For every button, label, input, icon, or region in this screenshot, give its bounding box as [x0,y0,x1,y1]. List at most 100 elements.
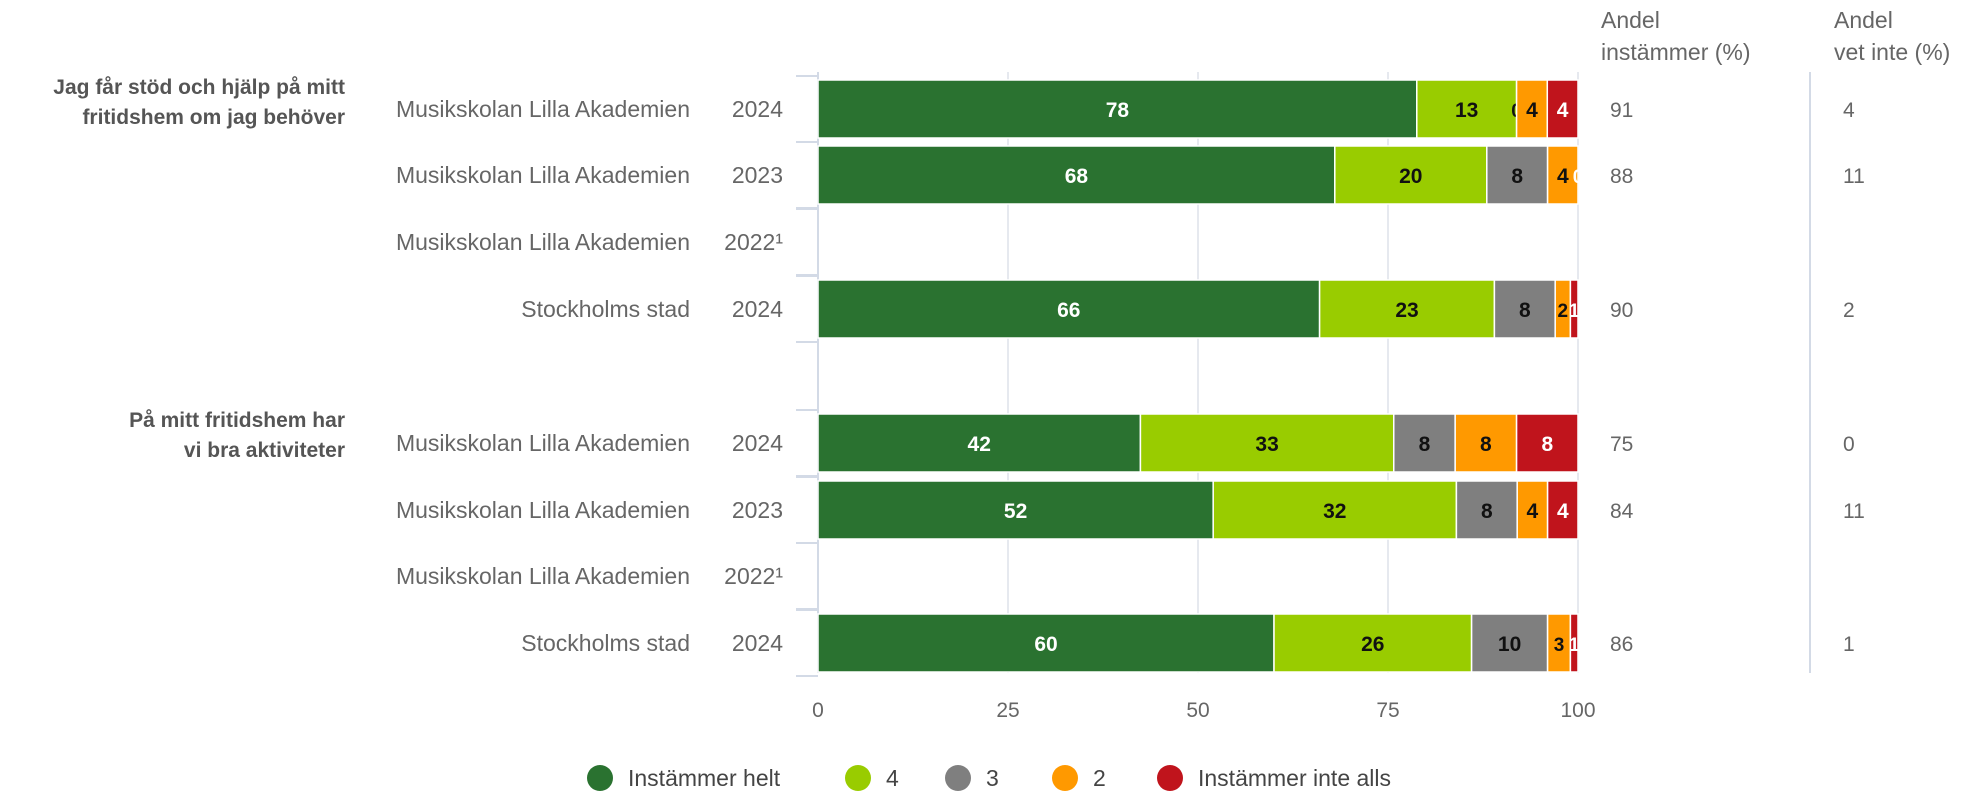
bar-segment [1569,279,1579,339]
legend-marker [945,765,971,791]
bar-segment [1493,279,1556,339]
data-label: 3 [1554,635,1565,656]
value-instammer: 90 [1610,299,1633,322]
row-label: Stockholms stad [521,296,690,322]
legend-marker [587,765,613,791]
data-label: 13 [1455,99,1478,122]
data-label: 26 [1361,633,1384,656]
data-label: 60 [1034,633,1057,656]
value-vet-inte: 4 [1843,99,1855,122]
data-label: 1 [1569,301,1580,322]
data-label: 23 [1395,299,1418,322]
data-label: 52 [1004,500,1027,523]
value-instammer: 88 [1610,165,1633,188]
value-instammer: 75 [1610,433,1633,456]
x-tick-label: 75 [1376,699,1399,722]
x-tick-label: 0 [812,699,824,722]
bar-segment [1455,480,1518,540]
column-header-instammer-line2: instämmer (%) [1601,39,1751,65]
data-label: 20 [1399,165,1422,188]
bar-segment [1393,413,1456,473]
row-label: Musikskolan Lilla Akademien [396,430,690,456]
row-label: Stockholms stad [521,630,690,656]
data-label: 8 [1541,433,1553,456]
legend-label: 2 [1093,765,1106,791]
bar-segment [817,145,1336,205]
row-label: Musikskolan Lilla Akademien [396,96,690,122]
question-label: Jag får stöd och hjälp på mitt [53,76,345,99]
data-label: 1 [1569,635,1580,656]
row-label: Musikskolan Lilla Akademien [396,162,690,188]
value-vet-inte: 11 [1843,165,1865,188]
bar-segment [1486,145,1549,205]
data-label: 68 [1065,165,1089,188]
row-year: 2022¹ [724,563,783,589]
legend-marker [845,765,871,791]
row-year: 2023 [732,162,783,188]
data-label: 78 [1106,99,1130,122]
bar-segment [1569,613,1579,673]
data-label: 66 [1057,299,1080,322]
column-header-instammer-line1: Andel [1601,7,1660,33]
bar-segment [1416,79,1518,139]
value-vet-inte: 2 [1843,299,1855,322]
data-label: 42 [968,433,991,456]
row-year: 2023 [732,497,783,523]
data-label: 10 [1498,633,1521,656]
legend-marker [1052,765,1078,791]
question-label: På mitt fritidshem har [129,409,345,432]
bar-segment [1139,413,1395,473]
row-year: 2024 [732,96,783,122]
row-label: Musikskolan Lilla Akademien [396,229,690,255]
legend-label: 4 [886,765,899,791]
value-vet-inte: 1 [1843,633,1855,656]
value-instammer: 86 [1610,633,1633,656]
bar-segment [1546,480,1579,540]
data-label: 4 [1527,500,1539,523]
bar-segment [1546,79,1579,139]
bar-segment [1516,480,1549,540]
data-label: 2 [1558,301,1569,322]
x-tick-label: 25 [996,699,1019,722]
data-label: 32 [1323,500,1346,523]
value-vet-inte: 11 [1843,500,1865,523]
row-year: 2022¹ [724,229,783,255]
legend-label: Instämmer inte alls [1198,765,1391,791]
column-header-instammer: Andel instämmer (%) [1601,4,1751,68]
column-header-vet-inte-line2: vet inte (%) [1834,39,1951,65]
data-label: 8 [1480,433,1492,456]
data-label: 8 [1511,165,1523,188]
data-label: 8 [1419,433,1431,456]
x-tick-label: 100 [1560,699,1595,722]
column-header-vet-inte: Andel vet inte (%) [1834,4,1950,68]
data-label: 33 [1255,433,1278,456]
legend-label: Instämmer helt [628,765,781,791]
data-label: 8 [1519,299,1531,322]
data-label: 4 [1526,99,1538,122]
question-label: fritidshem om jag behöver [82,106,345,129]
row-label: Musikskolan Lilla Akademien [396,497,690,523]
bar-segment [1212,480,1458,540]
row-year: 2024 [732,296,783,322]
row-label: Musikskolan Lilla Akademien [396,563,690,589]
value-instammer: 84 [1610,500,1634,523]
bar-segment [817,613,1275,673]
bar-segment [817,79,1418,139]
bar-segment [817,413,1142,473]
question-label: vi bra aktiviteter [184,439,345,462]
row-year: 2024 [732,430,783,456]
value-instammer: 91 [1610,99,1633,122]
data-label: 4 [1557,99,1569,122]
legend-marker [1157,765,1183,791]
data-label: 4 [1557,500,1569,523]
bar-segment [1334,145,1488,205]
bar-segment [1515,79,1549,139]
row-year: 2024 [732,630,783,656]
data-label: 8 [1481,500,1493,523]
bar-segment [1546,145,1579,205]
column-header-vet-inte-line1: Andel [1834,7,1893,33]
data-label: 4 [1557,165,1569,188]
value-vet-inte: 0 [1843,433,1855,456]
legend-label: 3 [986,765,999,791]
